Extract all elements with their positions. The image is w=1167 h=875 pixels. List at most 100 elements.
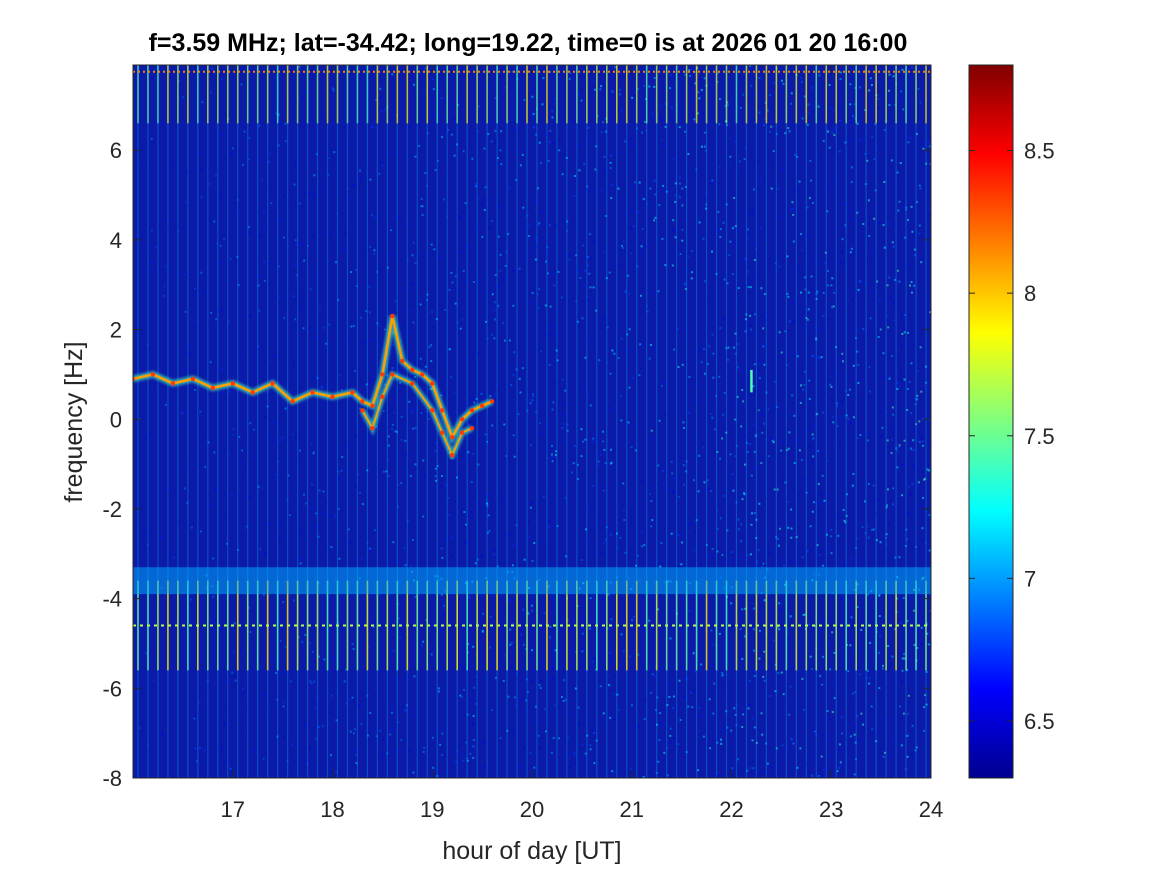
noise-speck: [395, 750, 398, 753]
noise-speck: [814, 326, 817, 329]
noise-speck: [727, 358, 729, 361]
noise-speck: [898, 200, 901, 203]
noise-speck: [826, 284, 829, 287]
noise-speck: [456, 750, 459, 752]
noise-speck: [166, 226, 169, 229]
noise-speck: [229, 767, 232, 770]
noise-speck: [719, 372, 722, 375]
noise-speck: [631, 143, 634, 146]
noise-speck: [464, 202, 467, 205]
noise-speck: [375, 270, 378, 273]
noise-speck: [589, 748, 592, 751]
noise-speck: [555, 349, 558, 352]
noise-speck: [363, 251, 366, 254]
noise-speck: [484, 433, 487, 436]
noise-speck: [755, 518, 758, 521]
noise-speck: [810, 668, 813, 671]
noise-speck: [497, 162, 500, 165]
noise-speck: [857, 289, 860, 291]
noise-speck: [411, 538, 414, 541]
noise-speck: [763, 599, 766, 602]
noise-speck: [890, 354, 893, 357]
noise-speck: [707, 488, 710, 490]
noise-speck: [818, 553, 821, 556]
noise-speck: [699, 78, 702, 81]
noise-speck: [901, 657, 904, 660]
noise-speck: [577, 93, 580, 96]
noise-speck: [844, 224, 847, 227]
noise-speck: [602, 169, 605, 172]
noise-speck: [371, 214, 373, 217]
noise-speck: [905, 735, 908, 737]
noise-speck: [490, 140, 493, 143]
noise-speck: [890, 439, 893, 442]
noise-speck: [391, 73, 394, 76]
noise-speck: [427, 91, 430, 93]
noise-speck: [605, 538, 607, 541]
noise-speck: [815, 413, 818, 416]
noise-speck: [609, 154, 612, 157]
noise-speck: [609, 462, 612, 465]
noise-speck: [307, 244, 310, 247]
noise-speck: [523, 98, 526, 101]
noise-speck: [706, 363, 709, 366]
noise-speck: [228, 453, 231, 455]
noise-speck: [472, 714, 475, 717]
noise-speck: [312, 451, 315, 454]
noise-speck: [548, 520, 551, 522]
noise-speck: [830, 529, 833, 531]
noise-speck: [722, 221, 725, 224]
noise-speck: [482, 741, 485, 744]
noise-speck: [576, 463, 579, 466]
noise-speck: [500, 163, 503, 166]
noise-speck: [360, 177, 363, 180]
noise-speck: [467, 643, 470, 646]
noise-speck: [542, 77, 545, 80]
noise-speck: [232, 428, 235, 430]
noise-speck: [282, 672, 285, 675]
noise-speck: [896, 449, 899, 452]
noise-speck: [551, 332, 554, 335]
noise-speck: [150, 229, 153, 232]
noise-speck: [185, 170, 188, 173]
noise-speck: [312, 235, 315, 238]
noise-speck: [499, 737, 502, 740]
noise-speck: [578, 144, 581, 147]
noise-speck: [916, 394, 919, 397]
noise-speck: [450, 271, 453, 274]
noise-speck: [746, 270, 749, 273]
noise-speck: [552, 142, 554, 145]
noise-speck: [745, 318, 747, 321]
noise-speck: [590, 257, 593, 260]
noise-speck: [279, 536, 281, 539]
noise-speck: [636, 127, 638, 130]
noise-speck: [792, 742, 795, 745]
noise-speck: [903, 439, 906, 442]
doppler-trace-point: [330, 394, 335, 399]
noise-speck: [614, 66, 617, 69]
noise-speck: [580, 455, 583, 458]
noise-speck: [851, 692, 854, 695]
noise-speck: [576, 316, 579, 319]
noise-speck: [528, 600, 531, 603]
noise-speck: [142, 159, 145, 162]
noise-speck: [718, 165, 721, 168]
noise-speck: [807, 309, 810, 311]
noise-speck: [835, 346, 837, 349]
noise-speck: [835, 180, 838, 183]
noise-speck: [613, 352, 616, 355]
noise-speck: [210, 312, 213, 314]
noise-speck: [441, 754, 444, 756]
noise-speck: [660, 542, 663, 544]
noise-speck: [849, 735, 852, 738]
noise-speck: [733, 197, 736, 199]
noise-speck: [609, 166, 612, 169]
noise-speck: [198, 746, 201, 749]
noise-speck: [907, 219, 910, 222]
noise-speck: [293, 183, 296, 186]
noise-speck: [679, 176, 681, 179]
noise-speck: [741, 389, 744, 391]
noise-speck: [257, 347, 260, 350]
noise-speck: [909, 494, 912, 497]
noise-speck: [290, 743, 293, 746]
